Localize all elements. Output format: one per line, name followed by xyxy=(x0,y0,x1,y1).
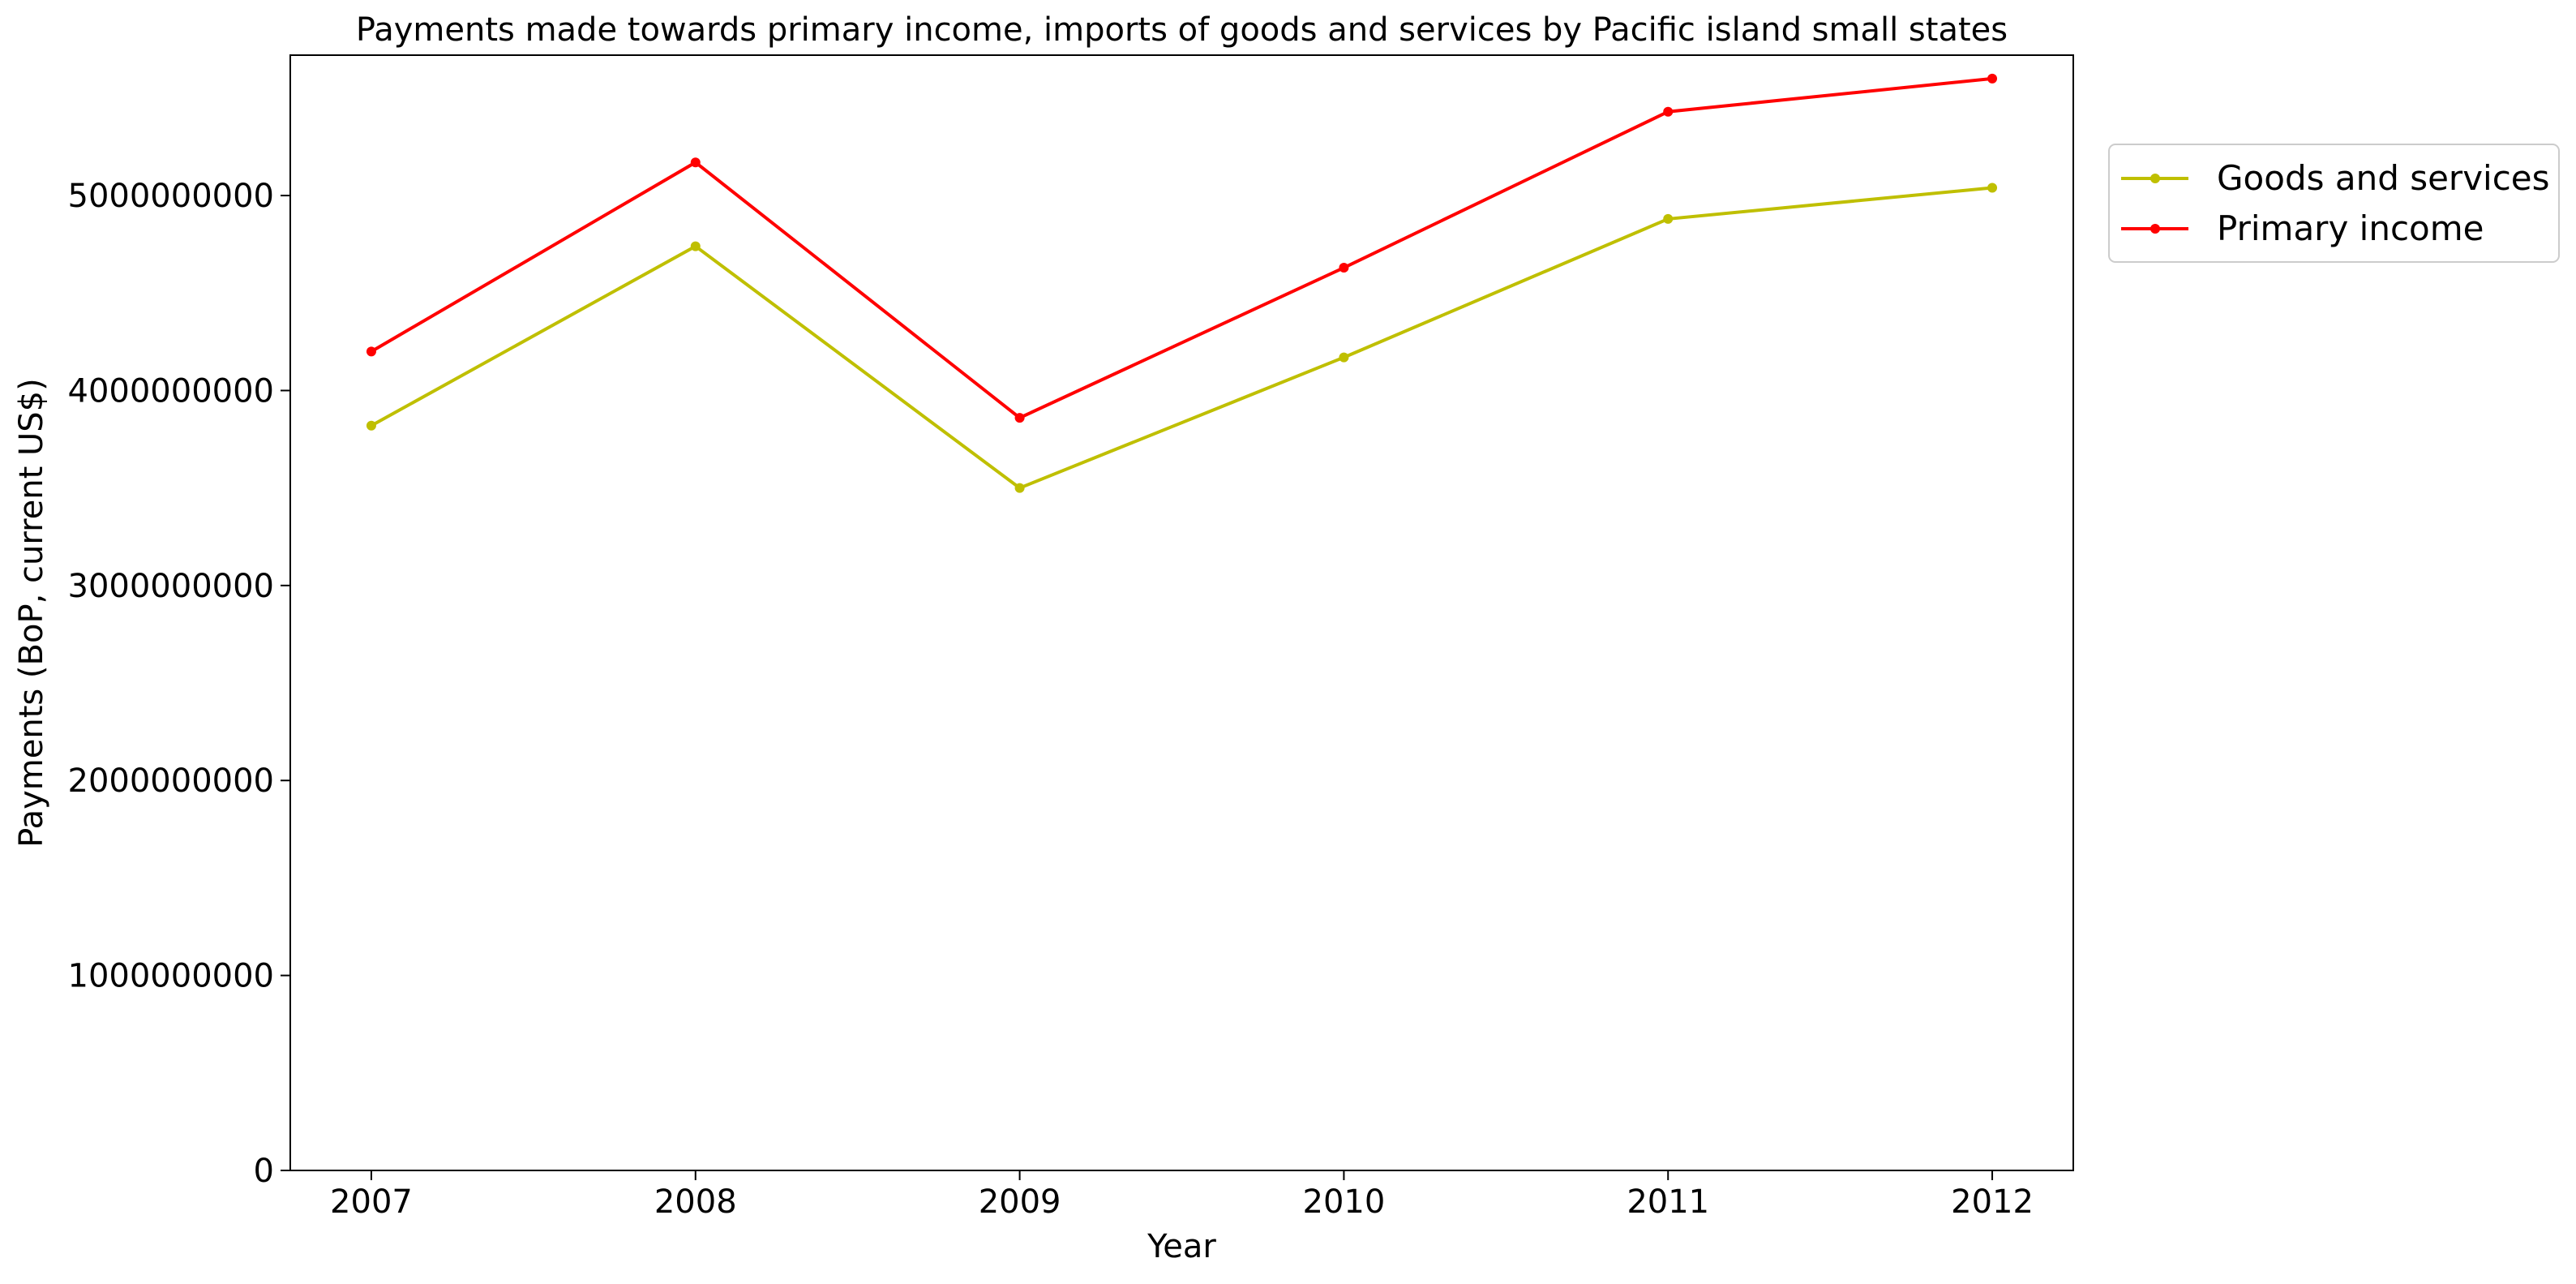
legend-frame xyxy=(2108,144,2560,263)
legend-entry: Goods and services xyxy=(2121,158,2550,198)
legend-entry: Primary income xyxy=(2121,208,2484,248)
legend-marker xyxy=(2150,224,2160,234)
data-point xyxy=(1339,263,1349,273)
x-tick-label: 2009 xyxy=(979,1183,1061,1221)
data-point xyxy=(1987,183,1998,193)
series-0 xyxy=(366,183,1998,493)
y-axis-label: Payments (BoP, current US$) xyxy=(13,378,50,847)
y-tick-label: 1000000000 xyxy=(68,958,275,995)
data-point xyxy=(690,157,701,168)
data-point xyxy=(690,241,701,251)
data-point xyxy=(1014,413,1025,423)
y-tick-label: 4000000000 xyxy=(68,372,275,410)
plot-frame xyxy=(289,54,2074,1171)
y-tick-label: 0 xyxy=(254,1153,274,1190)
y-tick-label: 3000000000 xyxy=(68,568,275,605)
data-point xyxy=(1987,73,1998,84)
x-tick-label: 2007 xyxy=(330,1183,413,1221)
legend-label: Goods and services xyxy=(2217,158,2550,198)
x-tick-label: 2011 xyxy=(1627,1183,1709,1221)
axes-layer: 2007 2008 2009 2010 2011 2012 0 1000000000 20000… xyxy=(68,54,2074,1221)
data-point xyxy=(1663,106,1674,117)
series-line xyxy=(370,76,1993,420)
series-layer xyxy=(366,73,1998,493)
legend-marker xyxy=(2150,174,2160,183)
series-line xyxy=(370,186,1993,490)
x-axis-label: Year xyxy=(1147,1228,1216,1265)
y-tick-label: 2000000000 xyxy=(68,762,275,800)
legend-label: Primary income xyxy=(2217,208,2484,248)
data-point xyxy=(366,346,376,357)
legend: Goods and services Primary income xyxy=(2108,144,2560,263)
data-point xyxy=(366,420,376,431)
series-1 xyxy=(366,73,1998,423)
y-tick-label: 5000000000 xyxy=(68,178,275,215)
data-point xyxy=(1663,213,1674,224)
x-tick-label: 2012 xyxy=(1951,1183,2034,1221)
x-tick-label: 2010 xyxy=(1303,1183,1386,1221)
data-point xyxy=(1014,483,1025,493)
x-tick-label: 2008 xyxy=(654,1183,737,1221)
data-point xyxy=(1339,352,1349,363)
chart-title: Payments made towards primary income, im… xyxy=(356,11,2008,49)
